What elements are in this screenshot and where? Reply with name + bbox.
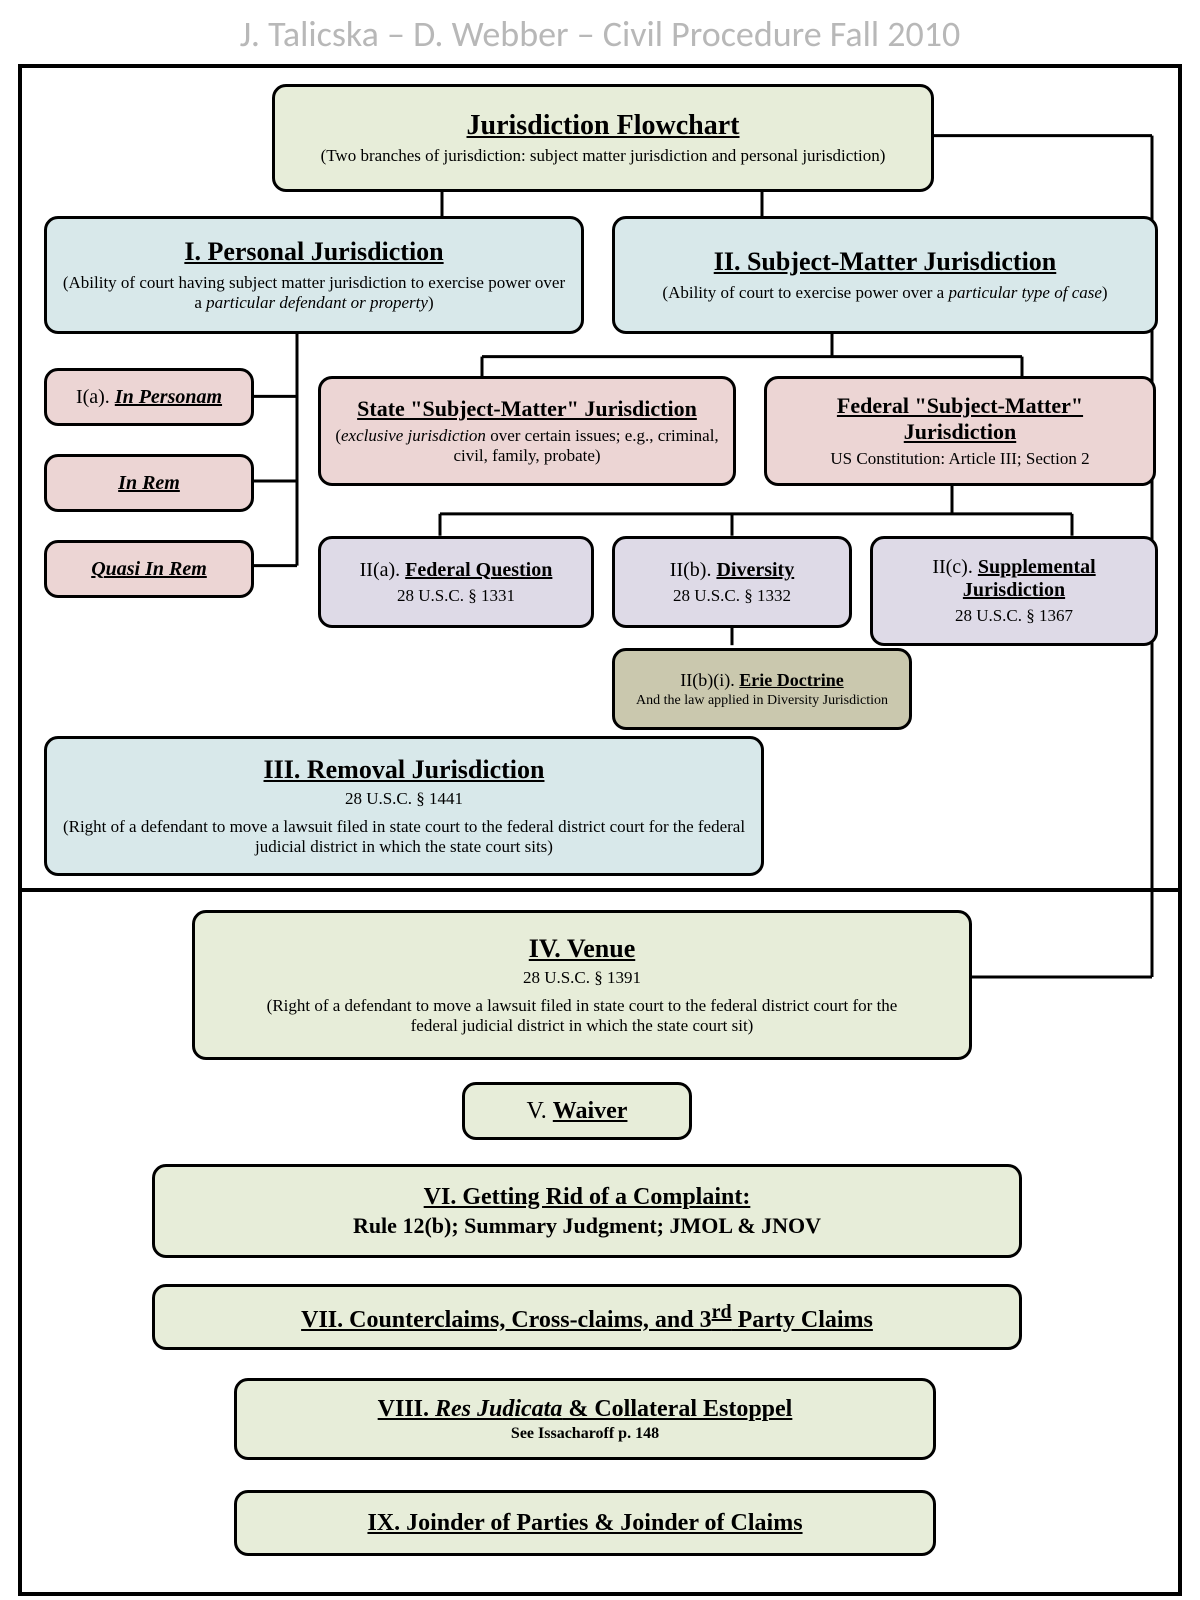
V-title: V. Waiver <box>479 1098 675 1125</box>
II-title: II. Subject-Matter Jurisdiction <box>629 247 1141 277</box>
node-federal-question: II(a). Federal Question 28 U.S.C. § 1331 <box>318 536 594 628</box>
top-sub: (Two branches of jurisdiction: subject m… <box>289 146 917 166</box>
node-federal-smj: Federal "Subject-Matter" Jurisdiction US… <box>764 376 1156 486</box>
III-cite: 28 U.S.C. § 1441 <box>61 789 747 809</box>
node-quasi-in-rem: Quasi In Rem <box>44 540 254 598</box>
Ib-label: In Rem <box>61 472 237 495</box>
VII-title: VII. Counterclaims, Cross-claims, and 3r… <box>169 1301 1005 1334</box>
IV-sub: (Right of a defendant to move a lawsuit … <box>209 996 955 1036</box>
Ic-label: Quasi In Rem <box>61 558 237 581</box>
node-in-personam: I(a). In Personam <box>44 368 254 426</box>
IIa-sub: 28 U.S.C. § 1331 <box>335 586 577 606</box>
Ia-label: I(a). In Personam <box>61 386 237 409</box>
III-title: III. Removal Jurisdiction <box>61 755 747 785</box>
IIc-sub: 28 U.S.C. § 1367 <box>887 606 1141 626</box>
node-subject-matter-jurisdiction: II. Subject-Matter Jurisdiction (Ability… <box>612 216 1158 334</box>
node-waiver: V. Waiver <box>462 1082 692 1140</box>
IIa-title: II(a). Federal Question <box>335 559 577 582</box>
IX-title: IX. Joinder of Parties & Joinder of Clai… <box>251 1510 919 1537</box>
I-sub: (Ability of court having subject matter … <box>61 273 567 313</box>
IV-cite: 28 U.S.C. § 1391 <box>209 968 955 988</box>
node-in-rem: In Rem <box>44 454 254 512</box>
node-jurisdiction-flowchart: Jurisdiction Flowchart (Two branches of … <box>272 84 934 192</box>
node-personal-jurisdiction: I. Personal Jurisdiction (Ability of cou… <box>44 216 584 334</box>
section-jurisdiction: Jurisdiction Flowchart (Two branches of … <box>22 68 1178 892</box>
state-smj-title: State "Subject-Matter" Jurisdiction <box>335 396 719 422</box>
page-header: J. Talicska – D. Webber – Civil Procedur… <box>0 0 1200 64</box>
node-removal-jurisdiction: III. Removal Jurisdiction 28 U.S.C. § 14… <box>44 736 764 876</box>
node-res-judicata: VIII. Res Judicata & Collateral Estoppel… <box>234 1378 936 1460</box>
erie-sub: And the law applied in Diversity Jurisdi… <box>629 693 895 709</box>
flowchart-container: Jurisdiction Flowchart (Two branches of … <box>18 64 1182 1596</box>
top-title: Jurisdiction Flowchart <box>289 110 917 142</box>
II-sub: (Ability of court to exercise power over… <box>629 283 1141 303</box>
fed-smj-title: Federal "Subject-Matter" Jurisdiction <box>781 393 1139 445</box>
node-getting-rid: VI. Getting Rid of a Complaint: Rule 12(… <box>152 1164 1022 1258</box>
section-lower: IV. Venue 28 U.S.C. § 1391 (Right of a d… <box>22 892 1178 1592</box>
VIII-title: VIII. Res Judicata & Collateral Estoppel <box>251 1396 919 1423</box>
IIc-title: II(c). Supplemental Jurisdiction <box>887 556 1141 602</box>
III-sub: (Right of a defendant to move a lawsuit … <box>61 817 747 857</box>
node-venue: IV. Venue 28 U.S.C. § 1391 (Right of a d… <box>192 910 972 1060</box>
node-counterclaims: VII. Counterclaims, Cross-claims, and 3r… <box>152 1284 1022 1350</box>
VIII-sub: See Issacharoff p. 148 <box>251 1425 919 1443</box>
node-state-smj: State "Subject-Matter" Jurisdiction (exc… <box>318 376 736 486</box>
state-smj-sub: (exclusive jurisdiction over certain iss… <box>335 426 719 466</box>
VI-title: VI. Getting Rid of a Complaint: <box>169 1184 1005 1211</box>
fed-smj-sub: US Constitution: Article III; Section 2 <box>781 449 1139 469</box>
IIb-title: II(b). Diversity <box>629 559 835 582</box>
node-supplemental: II(c). Supplemental Jurisdiction 28 U.S.… <box>870 536 1158 646</box>
VI-sub: Rule 12(b); Summary Judgment; JMOL & JNO… <box>169 1213 1005 1239</box>
erie-title: II(b)(i). Erie Doctrine <box>629 670 895 691</box>
IIb-sub: 28 U.S.C. § 1332 <box>629 586 835 606</box>
node-erie-doctrine: II(b)(i). Erie Doctrine And the law appl… <box>612 648 912 730</box>
node-joinder: IX. Joinder of Parties & Joinder of Clai… <box>234 1490 936 1556</box>
IV-title: IV. Venue <box>209 934 955 964</box>
I-title: I. Personal Jurisdiction <box>61 237 567 267</box>
node-diversity: II(b). Diversity 28 U.S.C. § 1332 <box>612 536 852 628</box>
